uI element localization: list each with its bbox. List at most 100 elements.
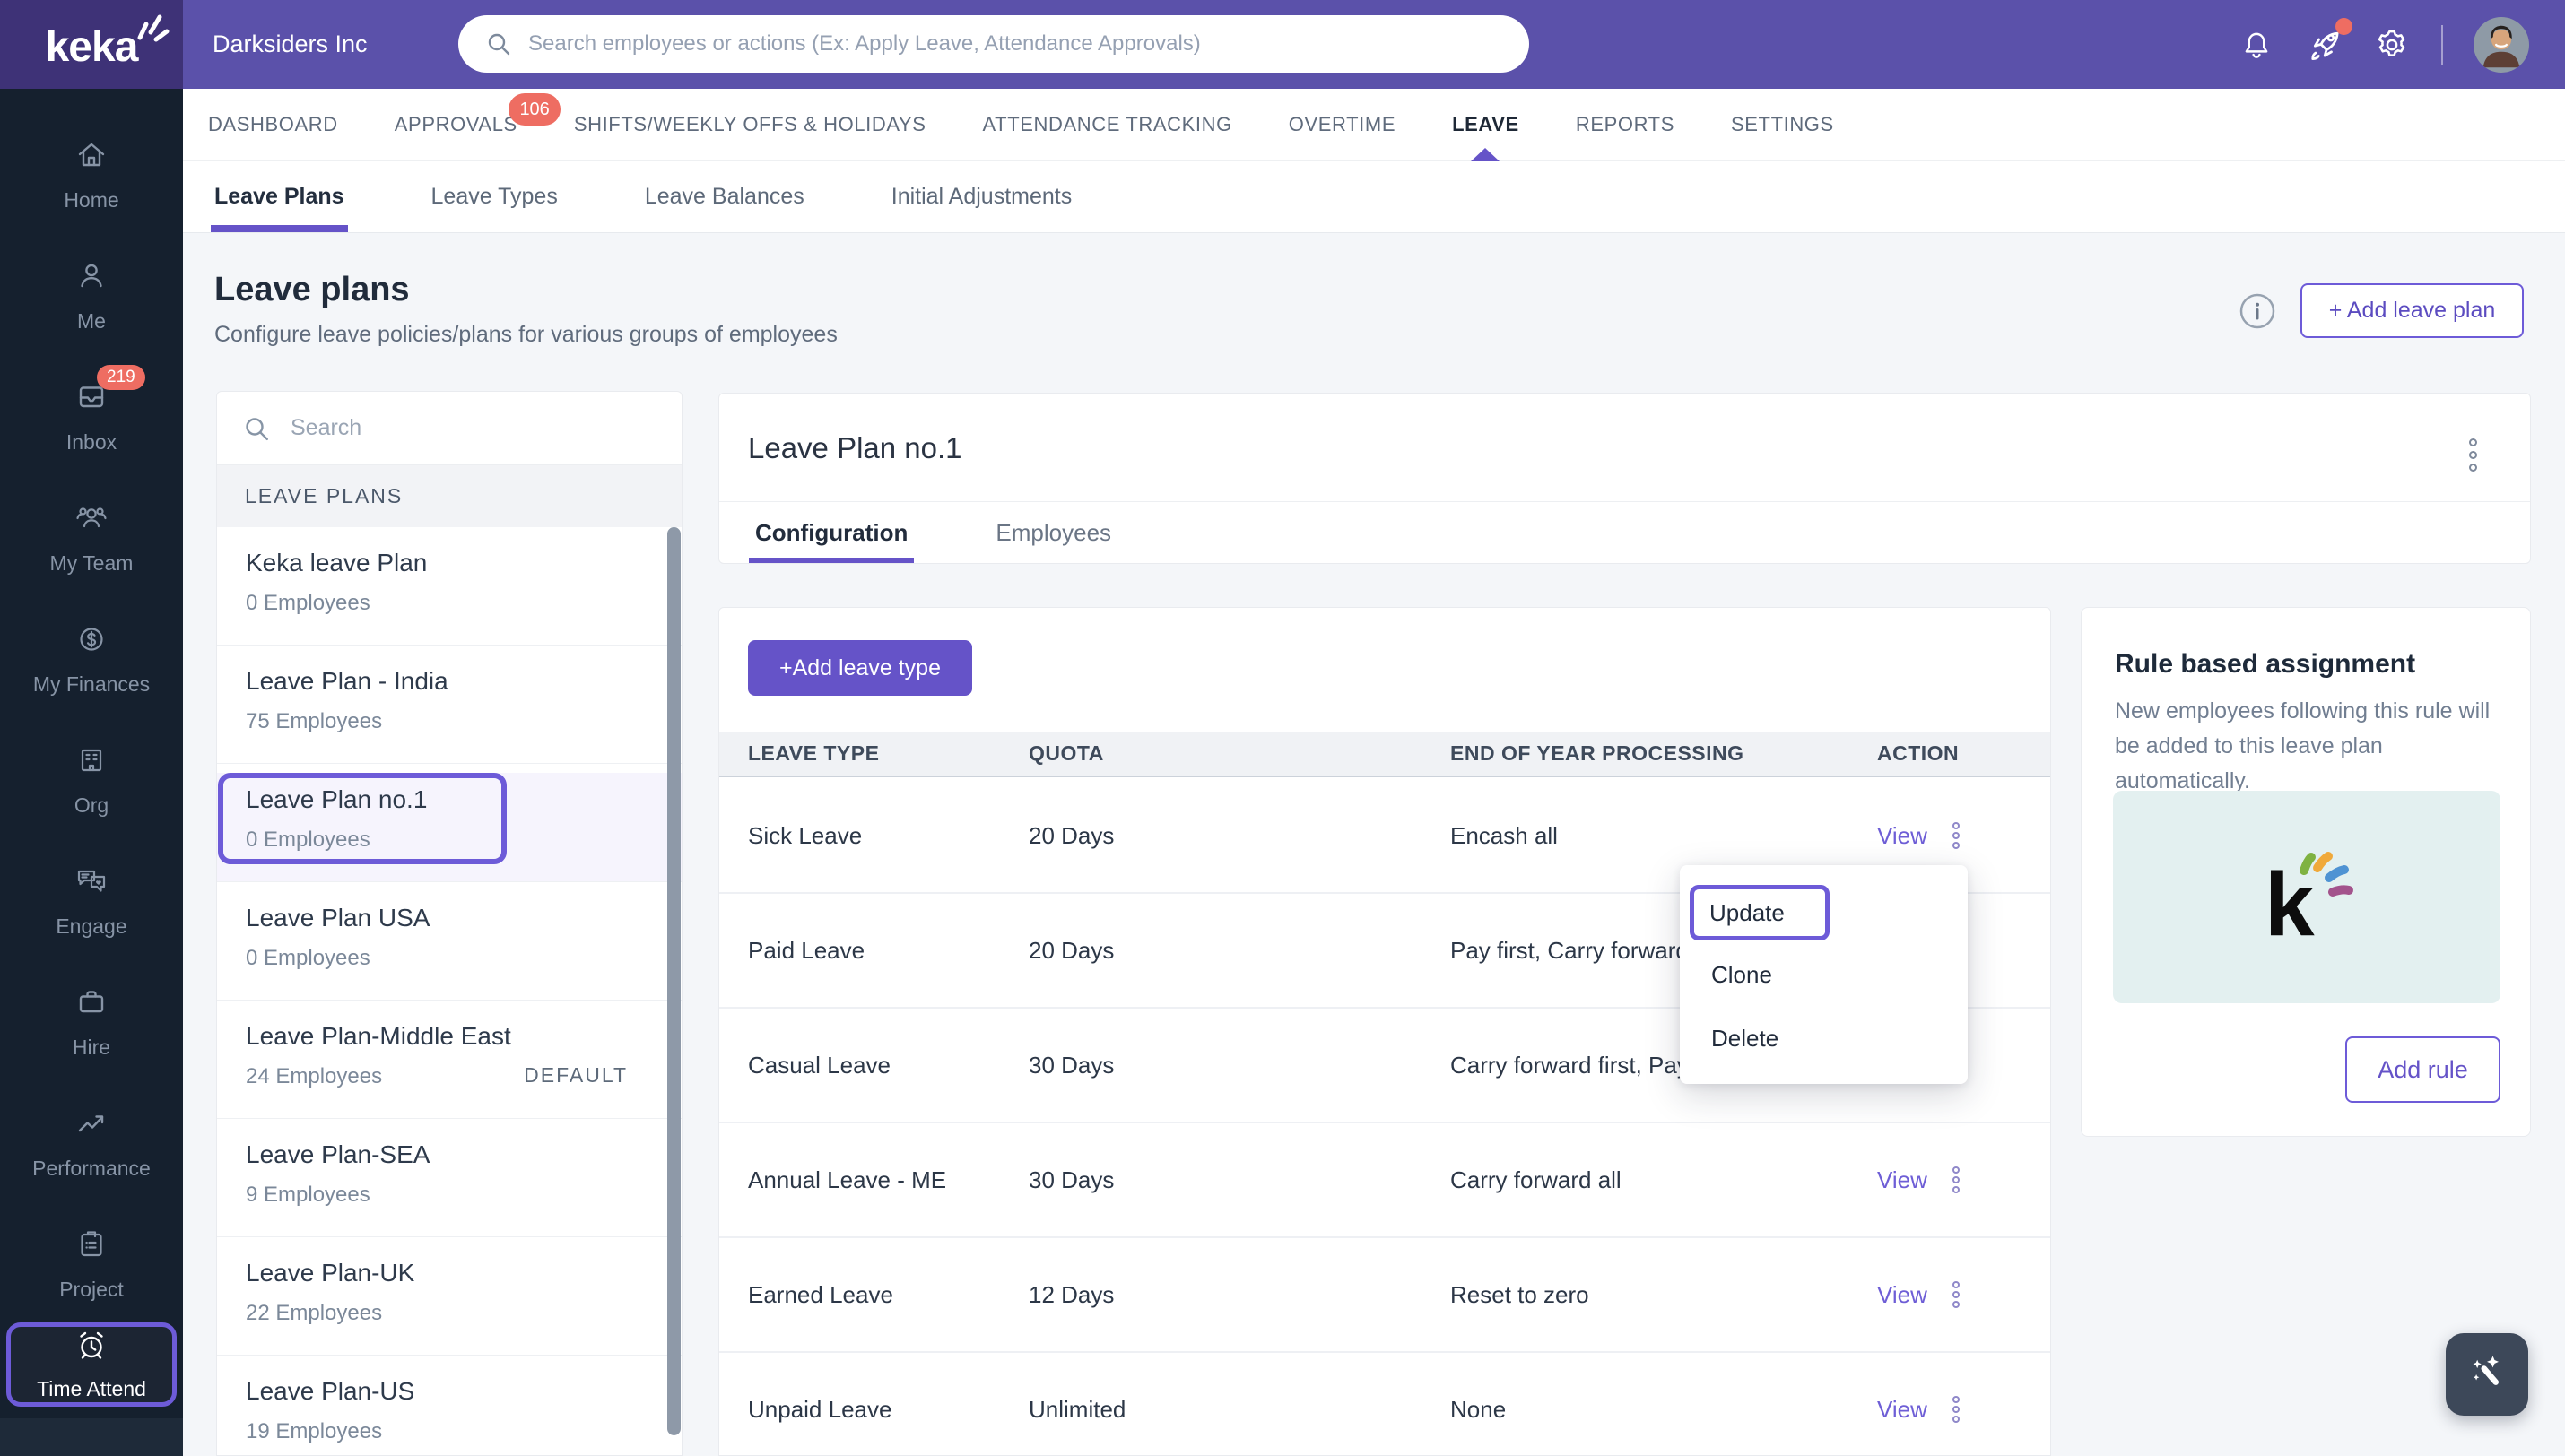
tab-employees[interactable]: Employees bbox=[996, 518, 1112, 546]
action-cell: View bbox=[1877, 1281, 2022, 1309]
notifications-button[interactable] bbox=[2239, 27, 2274, 63]
sidebar-item-org[interactable]: Org bbox=[0, 719, 183, 840]
col-action: ACTION bbox=[1877, 741, 1960, 765]
performance-icon bbox=[74, 1105, 109, 1146]
list-item[interactable]: Leave Plan - India 75 Employees bbox=[217, 654, 682, 764]
subtab-leave-plans[interactable]: Leave Plans bbox=[211, 161, 348, 232]
assistant-button[interactable] bbox=[2446, 1333, 2528, 1416]
scrollbar-thumb[interactable] bbox=[667, 527, 681, 1435]
row-menu-button[interactable] bbox=[1952, 822, 1960, 849]
action-cell: View bbox=[1877, 822, 2022, 850]
tab-leave[interactable]: LEAVE bbox=[1452, 89, 1519, 161]
list-item[interactable]: Leave Plan-SEA 9 Employees bbox=[217, 1128, 682, 1237]
tab-dashboard[interactable]: DASHBOARD bbox=[208, 113, 338, 135]
menu-item-clone[interactable]: Clone bbox=[1711, 960, 1772, 988]
project-icon bbox=[74, 1226, 109, 1267]
add-rule-button[interactable]: Add rule bbox=[2345, 1036, 2500, 1103]
view-link[interactable]: View bbox=[1877, 1166, 1927, 1193]
add-leave-type-button[interactable]: +Add leave type bbox=[748, 640, 972, 696]
table-row: Sick Leave 20 Days Encash all View bbox=[719, 779, 2050, 894]
plan-employee-count: 24 Employees bbox=[246, 1063, 383, 1088]
sidebar-item-label: Time Attend bbox=[37, 1377, 146, 1400]
col-quota: QUOTA bbox=[1029, 741, 1104, 765]
sidebar-item-project[interactable]: Project bbox=[0, 1203, 183, 1324]
approvals-badge: 106 bbox=[509, 93, 561, 126]
view-link[interactable]: View bbox=[1877, 1395, 1927, 1423]
row-menu-button[interactable] bbox=[1952, 1166, 1960, 1193]
topbar: keka Darksiders Inc bbox=[0, 0, 2565, 89]
magic-wand-icon bbox=[2473, 1356, 2499, 1385]
sidebar-item-hire[interactable]: Hire bbox=[0, 961, 183, 1082]
plan-employee-count: 19 Employees bbox=[246, 1418, 383, 1443]
sidebar-item-engage[interactable]: Engage bbox=[0, 840, 183, 961]
plan-box: Leave Plan-SEA 9 Employees bbox=[218, 1128, 507, 1219]
view-link[interactable]: View bbox=[1877, 1280, 1927, 1308]
plan-name: Keka leave Plan bbox=[246, 548, 428, 576]
plan-employee-count: 0 Employees bbox=[246, 945, 370, 970]
col-end-of-year: END OF YEAR PROCESSING bbox=[1450, 741, 1744, 765]
action-cell: View bbox=[1877, 1166, 2022, 1194]
tab-label: LEAVE bbox=[1452, 113, 1519, 135]
list-item[interactable]: Leave Plan no.1 0 Employees bbox=[217, 773, 682, 882]
sidebar-item-home[interactable]: Home bbox=[0, 114, 183, 235]
table-row: Earned Leave 12 Days Reset to zero View bbox=[719, 1238, 2050, 1353]
me-icon bbox=[74, 258, 109, 299]
whats-new-button[interactable] bbox=[2303, 17, 2352, 65]
user-avatar[interactable] bbox=[2474, 16, 2529, 73]
menu-item-delete[interactable]: Delete bbox=[1711, 1024, 1779, 1052]
sidebar-item-my-finances[interactable]: My Finances bbox=[0, 598, 183, 719]
list-item[interactable]: Leave Plan USA 0 Employees bbox=[217, 891, 682, 1001]
list-item[interactable]: Keka leave Plan 0 Employees bbox=[217, 536, 682, 646]
rocket-icon bbox=[2311, 31, 2339, 60]
add-leave-plan-button[interactable]: + Add leave plan bbox=[2300, 283, 2524, 338]
plan-search[interactable] bbox=[217, 392, 682, 465]
plan-detail-menu-button[interactable] bbox=[2465, 435, 2481, 475]
settings-button[interactable] bbox=[2373, 26, 2411, 64]
tab-overtime[interactable]: OVERTIME bbox=[1288, 113, 1396, 135]
list-item[interactable]: Leave Plan-Middle East 24 Employees DEFA… bbox=[217, 1010, 682, 1119]
tab-configuration[interactable]: Configuration bbox=[748, 502, 915, 563]
quota-cell: 20 Days bbox=[1029, 936, 1115, 964]
plan-detail-header: Leave Plan no.1 Configuration Employees bbox=[718, 393, 2531, 564]
quota-cell: 12 Days bbox=[1029, 1280, 1115, 1308]
my-finances-icon bbox=[74, 621, 109, 662]
sidebar-item-performance[interactable]: Performance bbox=[0, 1082, 183, 1203]
leave-type-cell: Annual Leave - ME bbox=[748, 1166, 947, 1193]
sidebar-item-me[interactable]: Me bbox=[0, 235, 183, 356]
global-search[interactable] bbox=[458, 15, 1529, 73]
global-search-input[interactable] bbox=[526, 30, 1508, 57]
search-icon bbox=[246, 417, 268, 440]
list-item[interactable]: Leave Plan-UK 22 Employees bbox=[217, 1246, 682, 1356]
company-name: Darksiders Inc bbox=[213, 30, 368, 57]
tab-reports[interactable]: REPORTS bbox=[1575, 113, 1674, 135]
keka-logo[interactable]: keka bbox=[0, 0, 183, 89]
plan-name: Leave Plan USA bbox=[246, 903, 430, 932]
tab-attendance-tracking[interactable]: ATTENDANCE TRACKING bbox=[982, 113, 1232, 135]
leave-type-cell: Unpaid Leave bbox=[748, 1395, 892, 1423]
tab-settings[interactable]: SETTINGS bbox=[1730, 113, 1834, 135]
view-link[interactable]: View bbox=[1877, 821, 1927, 849]
row-menu-button[interactable] bbox=[1952, 1281, 1960, 1308]
page-head-actions: + Add leave plan bbox=[2238, 283, 2524, 338]
subtab-initial-adjustments[interactable]: Initial Adjustments bbox=[891, 184, 1073, 209]
tab-shifts-weekly-offs-holidays[interactable]: SHIFTS/WEEKLY OFFS & HOLIDAYS bbox=[573, 113, 926, 135]
info-button[interactable] bbox=[2238, 291, 2277, 331]
plan-employee-count: 0 Employees bbox=[246, 590, 370, 615]
subtab-leave-types[interactable]: Leave Types bbox=[430, 184, 558, 209]
plan-employee-count: 9 Employees bbox=[246, 1182, 370, 1207]
end-of-year-cell: Pay first, Carry forward bbox=[1450, 936, 1689, 964]
sidebar-item-time-attend[interactable]: Time Attend bbox=[6, 1322, 177, 1407]
table-row: Unpaid Leave Unlimited None View bbox=[719, 1353, 2050, 1455]
tab-approvals[interactable]: APPROVALS 106 bbox=[395, 89, 561, 160]
subtab-leave-balances[interactable]: Leave Balances bbox=[644, 184, 804, 209]
rule-description: New employees following this rule will b… bbox=[2115, 698, 2491, 793]
sidebar-item-inbox[interactable]: 219 Inbox bbox=[0, 356, 183, 477]
menu-item-update[interactable]: Update bbox=[1690, 885, 1830, 940]
plan-search-input[interactable] bbox=[289, 414, 656, 442]
sidebar-item-my-team[interactable]: My Team bbox=[0, 477, 183, 598]
row-menu-button[interactable] bbox=[1952, 1396, 1960, 1423]
end-of-year-cell: Carry forward first, Pay bbox=[1450, 1051, 1689, 1079]
plan-box: Leave Plan-Middle East 24 Employees bbox=[218, 1010, 511, 1101]
list-item[interactable]: Leave Plan-US 19 Employees bbox=[217, 1365, 682, 1455]
